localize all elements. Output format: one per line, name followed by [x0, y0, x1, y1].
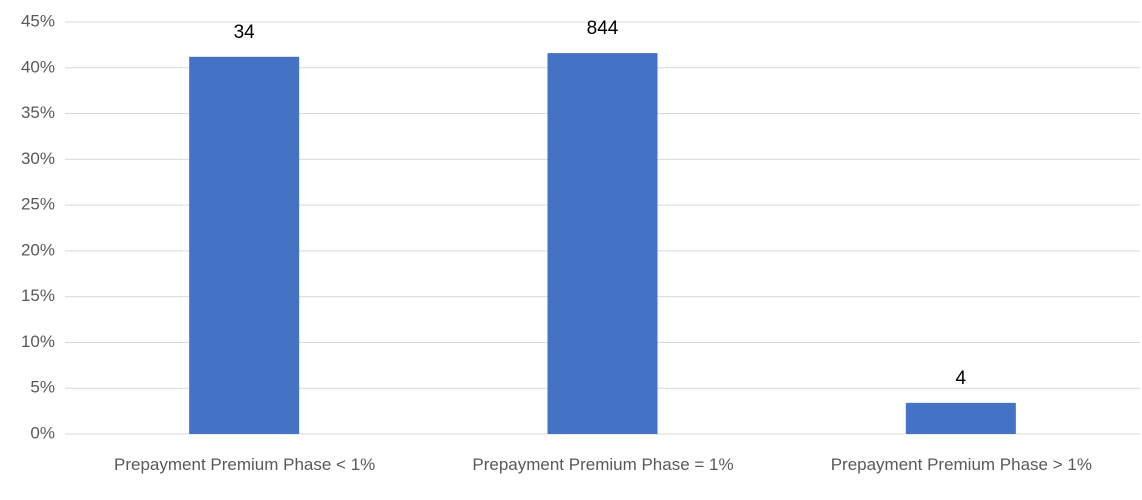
y-tick-label: 20% [21, 240, 55, 259]
y-tick-label: 30% [21, 149, 55, 168]
y-tick-label: 15% [21, 286, 55, 305]
x-tick-label: Prepayment Premium Phase < 1% [114, 455, 376, 474]
y-tick-label: 40% [21, 57, 55, 76]
data-label: 844 [587, 18, 619, 39]
data-label: 4 [956, 368, 967, 389]
x-tick-label: Prepayment Premium Phase > 1% [830, 455, 1092, 474]
bar [189, 56, 300, 435]
y-tick-label: 10% [21, 332, 55, 351]
y-tick-label: 45% [21, 11, 55, 30]
bar [547, 53, 658, 435]
bar [905, 402, 1016, 434]
y-tick-label: 5% [30, 378, 55, 397]
y-tick-label: 35% [21, 103, 55, 122]
x-tick-label: Prepayment Premium Phase = 1% [472, 455, 734, 474]
y-tick-label: 25% [21, 195, 55, 214]
y-tick-label: 0% [30, 423, 55, 442]
data-label: 34 [234, 22, 256, 43]
